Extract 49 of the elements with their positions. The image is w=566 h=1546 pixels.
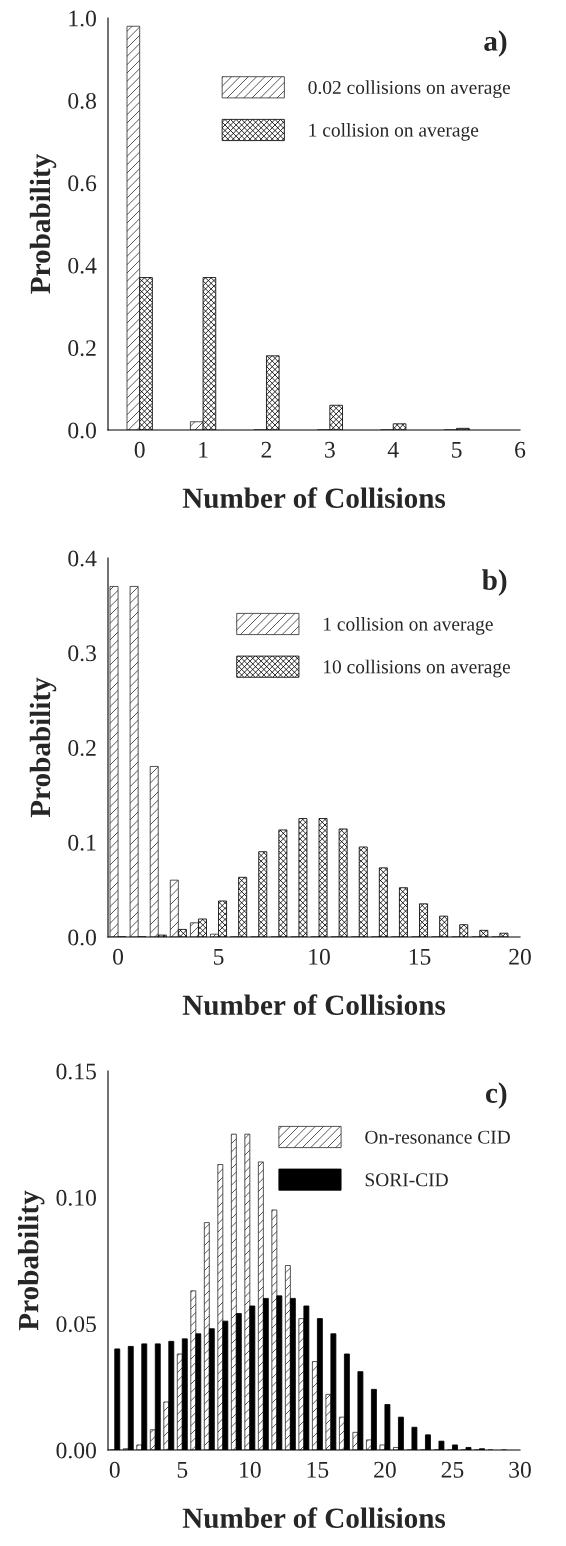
y-tick-label: 0.05: [56, 1316, 96, 1333]
x-tick-label: 15: [307, 1461, 329, 1478]
x-tick-label: 0: [134, 441, 145, 458]
x-tick-label: 10: [309, 948, 330, 965]
x-tick-label: 2: [261, 441, 272, 458]
y-tick-label: 0.2: [68, 340, 96, 357]
y-tick-label: 0.15: [56, 1063, 96, 1080]
x-tick-label: 5: [452, 442, 462, 458]
x-tick-label: 0: [109, 1461, 120, 1478]
legend-label: 1 collision on average: [309, 123, 479, 141]
x-tick-label: 0: [113, 948, 124, 965]
y-axis-title: Probability: [29, 677, 57, 818]
y-tick-label: 0.4: [68, 550, 97, 567]
x-axis-title: Number of Collisions: [182, 487, 446, 509]
legend-label: On-resonance CID: [365, 1130, 510, 1144]
annotation: c): [485, 1082, 507, 1109]
y-tick-label: 1.0: [69, 10, 96, 27]
x-tick-label: 6: [515, 441, 526, 458]
y-tick-label: 0.1: [68, 834, 96, 851]
legend-label: 10 collisions on average: [323, 659, 511, 678]
legend-label: SORI-CID: [365, 1173, 448, 1187]
y-tick-label: 0.10: [56, 1189, 96, 1206]
y-tick-label: 0.0: [68, 422, 96, 439]
x-tick-label: 20: [509, 948, 531, 965]
legend-label: 1 collision on average: [323, 617, 493, 635]
x-axis-title: Number of Collisions: [182, 1507, 446, 1529]
x-tick-label: 4: [387, 441, 399, 458]
x-tick-label: 15: [409, 948, 431, 965]
y-axis-title: Probability: [29, 154, 57, 294]
y-axis-title: Probability: [17, 1190, 45, 1331]
x-tick-label: 1: [199, 441, 208, 458]
y-tick-label: 0.3: [68, 645, 96, 662]
x-tick-label: 25: [441, 1461, 464, 1478]
legend-label: 0.02 collisions on average: [308, 80, 511, 99]
annotation: b): [482, 569, 507, 596]
x-tick-label: 5: [214, 949, 224, 965]
annotation: a): [484, 30, 507, 57]
y-tick-label: 0.2: [68, 739, 96, 757]
x-tick-label: 3: [325, 441, 335, 458]
x-axis-title: Number of Collisions: [182, 994, 446, 1016]
y-tick-label: 0.6: [68, 175, 97, 192]
y-tick-label: 0.8: [68, 92, 96, 109]
x-tick-label: 20: [374, 1461, 396, 1478]
x-tick-label: 5: [177, 1462, 188, 1478]
x-tick-label: 30: [509, 1461, 531, 1478]
y-tick-label: 0.4: [68, 257, 97, 274]
x-tick-label: 10: [240, 1461, 261, 1478]
y-tick-label: 0.00: [56, 1442, 96, 1459]
y-tick-label: 0.0: [68, 929, 96, 946]
